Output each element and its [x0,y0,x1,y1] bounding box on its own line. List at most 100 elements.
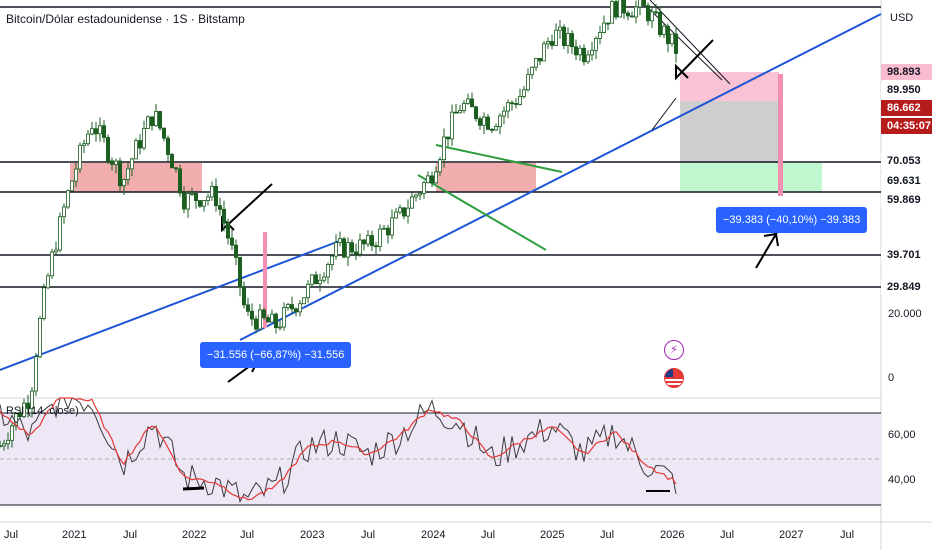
candle-body [582,47,587,63]
candle-body [489,128,494,131]
candle-body [305,283,310,299]
resistance-zone-2021[interactable] [70,163,202,192]
candle-body [289,304,294,310]
time-tick: Jul [481,529,496,541]
candle-body [261,309,266,319]
candle-body [309,274,314,285]
candle-body [70,180,75,192]
candle-body [349,242,354,253]
wedge-lower[interactable] [417,174,547,251]
candle-body [650,11,655,22]
measure-callout-2022[interactable]: −31.556 (−66,87%) −31.556 [200,342,352,368]
lightning-icon[interactable]: ⚡ [664,340,684,360]
candle-body [469,98,474,108]
price-tag[interactable]: 59.869 [881,192,932,208]
candle-body [522,89,527,97]
measure-bar-2026[interactable] [778,74,783,196]
stop-loss-zone[interactable] [680,72,779,101]
time-tick: Jul [840,529,855,541]
measure-bar-2022[interactable] [263,232,267,328]
candle-body [205,196,210,201]
candle-body [293,308,298,313]
candle-body [29,390,34,409]
price-tag[interactable]: 86.662 [881,100,932,116]
channel-line-2[interactable] [649,0,731,85]
price-tag[interactable]: 39.701 [881,247,932,263]
price-tag[interactable]: 89.950 [881,82,932,98]
rsi-indicator-label[interactable]: RSI (14, close) [6,405,79,417]
chart-title: Bitcoin/Dólar estadounidense · 1S · Bits… [6,12,245,26]
candle-body [269,313,274,323]
candle-body [317,279,322,285]
candle-body [497,115,502,128]
candle-body [325,264,330,278]
candle-body [241,286,246,306]
candle-body [74,168,79,182]
candle-body [534,58,539,68]
candle-body [614,1,619,18]
price-tag[interactable]: 69.631 [881,173,932,189]
candle-body [586,54,591,63]
candle-body [385,227,390,236]
candle-body [505,102,510,112]
candle-body [449,111,454,140]
candle-body [377,228,382,247]
wedge-upper[interactable] [435,144,563,173]
candle-body [285,304,290,308]
candle-body [493,126,498,131]
price-tag[interactable]: 04:35:07 [881,118,932,134]
candle-body [674,33,679,54]
candle-body [433,171,438,184]
candle-body [610,1,615,24]
price-tag[interactable]: 29.849 [881,279,932,295]
candle-body [145,116,150,129]
candle-body [445,136,450,140]
candle-body [341,238,346,258]
candle-body [201,200,206,207]
annotation-arrow[interactable] [755,232,779,269]
candle-body [313,274,318,285]
candle-body [9,425,14,441]
candle-body [558,26,563,31]
rsi-divergence-mark-1[interactable] [182,486,205,491]
candle-body [646,5,651,22]
candle-body [165,137,170,155]
candle-body [662,25,667,36]
price-tag[interactable]: 70.053 [881,153,932,169]
neutral-zone[interactable] [680,101,779,163]
candle-body [670,33,675,45]
candle-body [457,110,462,114]
candle-body [461,102,466,111]
candle-body [566,33,571,47]
candle-body [538,58,543,62]
measure-callout-2026[interactable]: −39.383 (−40,10%) −39.383 [716,207,868,233]
candle-body [257,309,262,330]
price-tag[interactable]: 98.893 [881,64,932,80]
candle-body [413,194,418,198]
candle-body [333,242,338,257]
small-triangle-line[interactable] [651,97,677,131]
candle-body [441,136,446,161]
annotation-arrow[interactable] [675,39,714,81]
time-tick: 2021 [62,529,87,541]
candle-body [169,154,174,169]
old-trendline[interactable] [0,239,343,371]
candle-body [157,111,162,129]
candle-body [90,128,95,135]
resistance-zone-2024[interactable] [436,163,536,192]
main-trendline[interactable] [239,13,882,341]
us-flag-icon[interactable] [664,368,684,388]
candle-body [369,235,374,247]
candle-body [297,303,302,313]
candle-body [281,307,286,328]
candle-body [481,116,486,126]
candle-body [213,185,218,207]
candle-body [485,116,490,130]
candle-body [21,402,26,417]
currency-label[interactable]: USD [890,12,914,24]
candle-body [197,200,202,207]
candle-body [153,111,158,127]
price-tick-0: 0 [888,372,895,384]
take-profit-zone[interactable] [680,163,822,192]
